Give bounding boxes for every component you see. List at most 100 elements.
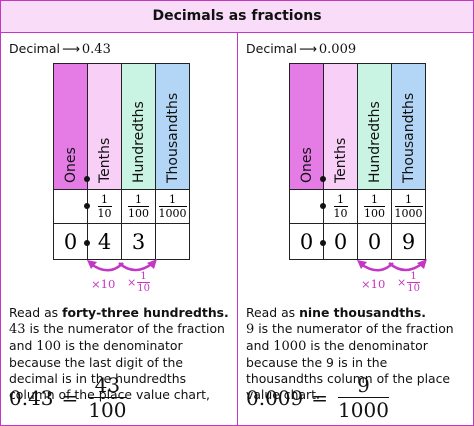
decimal-label: Decimal — [9, 41, 60, 56]
place-fraction-denominator: 10 — [333, 207, 348, 220]
decimal-value: 0.009 — [318, 42, 357, 57]
place-fraction-numerator: 1 — [135, 193, 142, 206]
equation-lhs: 0.009 — [246, 385, 304, 410]
times-fraction-numerator: 1 — [410, 271, 417, 282]
decimal-point — [320, 240, 326, 246]
column-name: Thousandths — [400, 92, 417, 183]
digit-cell — [155, 223, 190, 260]
place-fraction-numerator: 1 — [101, 193, 108, 206]
column-header: Thousandths — [391, 63, 426, 190]
decimal-point — [320, 176, 326, 182]
fraction-cell: 1 100 — [357, 189, 392, 224]
explanation: Read as forty-three hundredths. 43 is the… — [9, 305, 231, 403]
equation-fraction-numerator: 9 — [357, 373, 370, 397]
decimal-line: Decimal ⟶ 0.43 — [9, 41, 111, 57]
decimal-label: Decimal — [246, 41, 297, 56]
digit: 0 — [299, 229, 314, 254]
numerator-value: 9 — [246, 322, 255, 337]
place-fraction-denominator: 1000 — [158, 207, 187, 220]
read-as-text: Read as — [246, 305, 296, 320]
equation-fraction-numerator: 43 — [94, 373, 121, 397]
arrow-times-tenth — [388, 261, 424, 272]
digit: 0 — [367, 229, 382, 254]
place-fraction-denominator: 10 — [97, 207, 112, 220]
explanation: Read as nine thousandths. 9 is the numera… — [246, 305, 468, 403]
read-as-text: Read as — [9, 305, 59, 320]
place-fraction-denominator: 1000 — [394, 207, 423, 220]
read-as-value: forty-three hundredths. — [62, 305, 229, 320]
place-fraction-numerator: 1 — [337, 193, 344, 206]
equation-fraction-bar — [88, 397, 127, 398]
arrow-times-ten — [360, 262, 394, 272]
digit: 4 — [97, 229, 112, 254]
explanation-part: is the denominator because the last digi… — [9, 338, 210, 402]
times-fraction-bar — [137, 282, 150, 283]
place-fraction: 1 10 — [332, 193, 350, 220]
arrow-times-tenth — [118, 261, 154, 272]
explanation-part: is the denominator because the 9 is in t… — [246, 338, 451, 402]
fraction-cell: 1 1000 — [391, 189, 426, 224]
times-ten-label: ×10 — [361, 277, 386, 291]
explanation-text: 43 is the numerator of the fraction and … — [9, 321, 231, 403]
column-name: Hundredths — [130, 101, 147, 183]
explanation-part: is the numerator of the fraction and — [9, 321, 225, 353]
fraction-cell: 1 10 — [323, 189, 358, 224]
fraction-cell — [289, 189, 324, 224]
arrowhead — [357, 260, 367, 269]
arrowhead — [87, 260, 97, 269]
column-name: Ones — [298, 147, 315, 183]
decimal-line: Decimal ⟶ 0.009 — [246, 41, 356, 57]
times-fraction-bar — [407, 282, 420, 283]
divider — [237, 33, 238, 425]
equation-fraction-bar — [338, 397, 389, 398]
times-fraction-numerator: 1 — [140, 271, 147, 282]
explanation-text: 9 is the numerator of the fraction and 1… — [246, 321, 468, 403]
numerator-value: 43 — [9, 322, 26, 337]
decimal-value: 0.43 — [81, 42, 111, 57]
read-as-value: nine thousandths. — [299, 305, 427, 320]
arrow: ⟶ — [298, 41, 317, 56]
place-fraction-denominator: 100 — [364, 207, 385, 220]
place-fraction-bar — [364, 206, 385, 207]
column-name: Thousandths — [164, 92, 181, 183]
place-fraction-numerator: 1 — [371, 193, 378, 206]
place-fraction: 1 10 — [96, 193, 114, 220]
column-header: Hundredths — [121, 63, 156, 190]
equation-fraction: 9 1000 — [336, 373, 391, 422]
arrow-times-ten — [90, 262, 124, 272]
column-header: Ones — [53, 63, 88, 190]
column-header: Hundredths — [357, 63, 392, 190]
digit: 9 — [401, 229, 416, 254]
column-name: Tenths — [96, 137, 113, 183]
place-fraction: 1 1000 — [157, 193, 189, 220]
place-fraction-denominator: 100 — [128, 207, 149, 220]
times-tenth-label: × 1 10 — [397, 271, 420, 294]
equation-fraction: 43 100 — [86, 373, 128, 422]
place-fraction: 1 100 — [126, 193, 151, 220]
explanation-part: is the numerator of the fraction and — [246, 321, 454, 353]
times-sign: × — [127, 276, 137, 289]
decimal-point — [84, 176, 90, 182]
times-ten-label: ×10 — [91, 277, 116, 291]
column-header: Tenths — [87, 63, 122, 190]
times-sign: × — [397, 276, 407, 289]
place-fraction-bar — [333, 206, 348, 207]
times-tenth-label: × 1 10 — [127, 271, 150, 294]
arrows — [357, 259, 427, 272]
digit: 0 — [63, 229, 78, 254]
equation-equals: = — [311, 385, 329, 410]
arrows — [87, 259, 157, 272]
digit: 0 — [333, 229, 348, 254]
fraction-cell: 1 1000 — [155, 189, 190, 224]
arrowhead — [417, 259, 427, 269]
place-fraction: 1 100 — [362, 193, 387, 220]
place-fraction-numerator: 1 — [169, 193, 176, 206]
denominator-value: 1000 — [273, 339, 307, 354]
place-fraction: 1 1000 — [393, 193, 425, 220]
equation: 0.009 = 9 1000 — [246, 373, 391, 422]
decimal-point — [84, 240, 90, 246]
arrowhead — [147, 259, 157, 269]
column-header: Thousandths — [155, 63, 190, 190]
equation-fraction-denominator: 1000 — [338, 398, 389, 422]
